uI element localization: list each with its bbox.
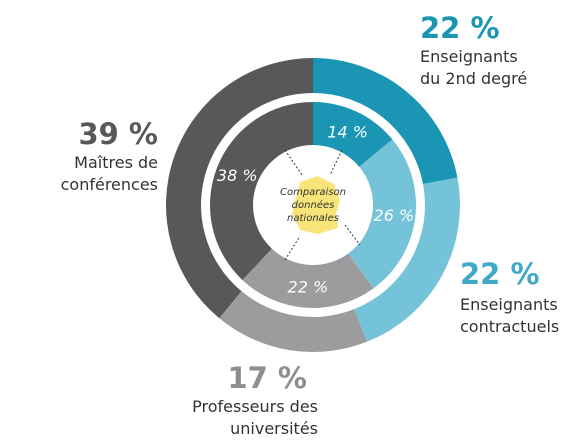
dotted-lines (284, 149, 361, 261)
outer-value-label: 22 % (420, 11, 500, 45)
legend-label: Enseignants contractuels (460, 295, 560, 336)
legend-label: Enseignants du 2nd degré (420, 47, 528, 88)
segment (242, 248, 374, 308)
center-label: Comparaison données nationales (279, 187, 346, 224)
segment (313, 58, 458, 185)
legend-label: Maîtres de conférences (60, 153, 158, 194)
segment (313, 102, 393, 167)
legend-label: Professeurs des universités (192, 397, 318, 438)
segment (354, 177, 460, 342)
outer-value-label: 22 % (460, 257, 540, 291)
map-shape (292, 176, 340, 234)
outer-value-label: 39 % (78, 117, 158, 151)
inner-value-label: 14 % (327, 122, 368, 141)
segment (166, 57, 313, 319)
segment (219, 291, 368, 353)
inner-value-label: 38 % (217, 166, 258, 185)
inner-value-label: 22 % (288, 277, 329, 296)
segment (348, 139, 416, 289)
inner-value-label: 26 % (374, 206, 415, 225)
outer-value-label: 17 % (227, 361, 307, 395)
segment (210, 102, 313, 281)
